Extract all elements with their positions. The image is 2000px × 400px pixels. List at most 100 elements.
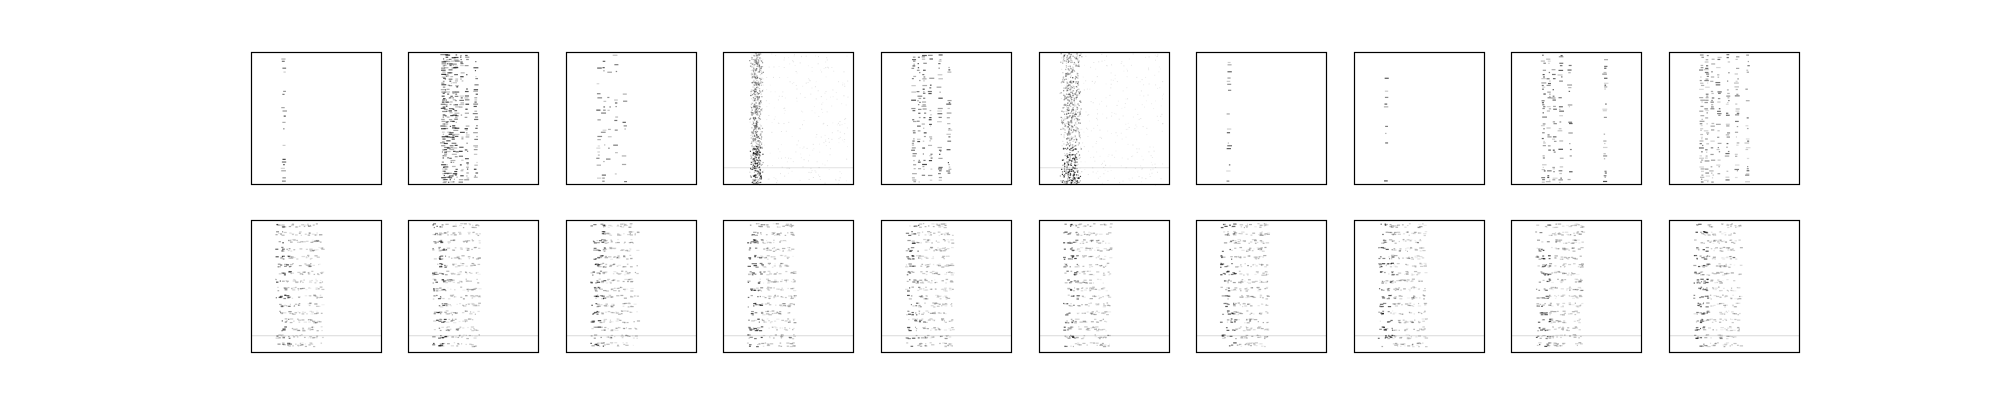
pixel-mark	[758, 97, 760, 99]
pixel-mark	[917, 125, 921, 127]
pixel-mark	[790, 158, 792, 160]
pixel-mark	[1078, 122, 1080, 124]
pixel-mark	[765, 249, 769, 252]
pixel-mark	[755, 179, 758, 181]
pixel-mark	[447, 329, 449, 331]
pixel-mark	[792, 287, 795, 289]
pixel-mark	[290, 272, 292, 275]
pixel-mark	[750, 94, 752, 97]
pixel-mark	[1121, 61, 1123, 63]
pixel-mark	[829, 154, 831, 156]
pixel-mark	[1603, 82, 1609, 84]
pixel-mark	[446, 140, 451, 142]
pixel-mark	[1104, 164, 1106, 166]
pixel-mark	[1705, 59, 1709, 61]
pixel-mark	[1085, 80, 1087, 82]
pixel-mark	[776, 226, 779, 228]
pixel-mark	[751, 234, 754, 236]
pixel-mark	[604, 305, 608, 308]
pixel-mark	[764, 296, 767, 299]
pixel-mark	[629, 311, 631, 313]
pixel-mark	[1065, 75, 1067, 77]
pixel-mark	[1071, 138, 1073, 140]
pixel-mark	[912, 120, 917, 123]
pixel-mark	[759, 295, 761, 298]
pixel-mark	[308, 344, 311, 346]
pixel-mark	[802, 111, 804, 113]
pixel-mark	[1079, 175, 1082, 178]
pixel-mark	[596, 83, 600, 85]
pixel-mark	[813, 148, 815, 150]
pixel-mark	[758, 64, 760, 67]
pixel-mark	[1710, 108, 1715, 110]
pixel-mark	[610, 239, 612, 241]
pixel-mark	[445, 313, 448, 315]
pixel-mark	[786, 305, 791, 307]
pixel-mark	[753, 61, 755, 63]
pixel-mark	[602, 177, 605, 179]
pixel-mark	[455, 54, 458, 56]
panel-r1-c9	[1510, 51, 1643, 186]
pixel-mark	[761, 147, 763, 149]
pixel-mark	[455, 60, 460, 62]
pixel-mark	[753, 231, 757, 233]
pixel-mark	[780, 336, 784, 338]
pixel-mark	[1076, 80, 1079, 83]
pixel-mark	[301, 311, 304, 313]
pixel-mark	[944, 273, 947, 275]
pixel-mark	[1067, 121, 1069, 123]
pixel-mark	[1069, 159, 1071, 161]
pixel-mark	[604, 250, 607, 252]
pixel-mark	[754, 103, 756, 105]
pixel-mark	[1073, 53, 1074, 54]
pixel-mark	[1547, 91, 1551, 93]
pixel-mark	[796, 72, 798, 74]
pixel-mark	[452, 279, 455, 281]
pixel-mark	[755, 55, 757, 57]
pixel-mark	[1074, 178, 1076, 180]
pixel-mark	[759, 79, 762, 81]
pixel-mark	[753, 75, 755, 77]
pixel-mark	[455, 151, 459, 153]
pixel-mark	[1072, 157, 1074, 160]
pixel-mark	[1161, 98, 1163, 100]
pixel-mark	[1066, 154, 1069, 157]
pixel-mark	[786, 256, 790, 258]
pixel-mark	[1126, 70, 1128, 72]
pixel-mark	[623, 242, 626, 244]
pixel-mark	[307, 272, 309, 274]
pixel-mark	[1066, 85, 1069, 87]
pixel-mark	[754, 302, 757, 304]
pixel-mark	[1228, 164, 1231, 166]
pixel-mark	[761, 295, 765, 298]
pixel-mark	[1548, 108, 1552, 110]
pixel-mark	[439, 249, 443, 251]
pixel-mark	[760, 171, 762, 174]
pixel-mark	[756, 84, 758, 86]
pixel-mark	[759, 172, 761, 175]
pixel-mark	[1101, 164, 1103, 166]
panel-r2-c4	[722, 219, 855, 354]
pixel-mark	[593, 286, 597, 289]
pixel-mark	[917, 95, 923, 97]
pixel-mark	[439, 297, 442, 299]
pixel-mark	[443, 181, 448, 183]
pixel-mark	[753, 240, 756, 242]
pixel-mark	[627, 306, 630, 308]
pixel-mark	[763, 271, 765, 273]
pixel-mark	[450, 312, 452, 314]
pixel-mark	[465, 132, 468, 134]
pixel-mark	[1074, 171, 1076, 174]
pixel-mark	[1066, 163, 1068, 166]
pixel-mark	[948, 264, 952, 266]
pixel-mark	[1706, 143, 1710, 145]
pixel-mark	[1078, 91, 1080, 93]
pixel-mark	[1704, 168, 1709, 170]
pixel-mark	[1074, 122, 1077, 124]
pixel-mark	[602, 160, 605, 163]
pixel-mark	[471, 303, 475, 305]
pixel-mark	[1074, 113, 1076, 116]
pixel-mark	[465, 343, 467, 346]
pixel-mark	[757, 121, 759, 123]
pixel-mark	[1072, 94, 1074, 97]
